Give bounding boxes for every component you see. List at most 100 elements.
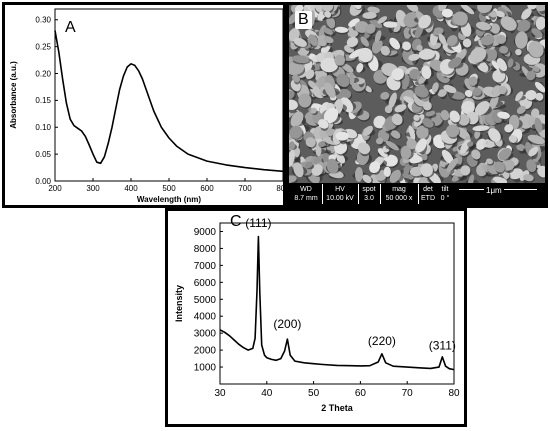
y-tick-label: 0.05 <box>35 150 51 159</box>
panel-c: 30 40 50 60 70 80 1000 2000 3000 4000 5000 6000 7000… <box>165 208 467 427</box>
sem-grain <box>336 73 350 88</box>
sem-grain <box>406 5 419 12</box>
sem-grain <box>528 146 539 157</box>
sem-grain <box>416 125 429 140</box>
sem-grain <box>441 149 454 165</box>
uv-vis-chart: 200 300 400 500 600 700 800 0.00 0.05 0.10 0.15 0.2… <box>9 8 290 204</box>
sem-grain <box>298 93 312 108</box>
sem-grain <box>391 113 403 126</box>
sem-grain <box>504 124 514 133</box>
sem-grain <box>304 161 313 169</box>
sem-grain <box>467 174 475 183</box>
x-tick-label: 70 <box>402 388 414 399</box>
y-tick-label: 6000 <box>194 278 217 289</box>
sem-grain <box>464 89 473 98</box>
sem-grain <box>289 99 298 110</box>
sem-grain <box>389 37 401 50</box>
sem-grain <box>500 16 517 31</box>
sem-grain <box>380 91 390 100</box>
sem-grain <box>305 137 316 148</box>
sem-grain <box>431 82 439 93</box>
plot-frame <box>54 8 284 182</box>
x-tick-label: 600 <box>200 184 214 193</box>
sem-grain <box>535 16 545 30</box>
sem-grain <box>472 87 482 96</box>
x-tick-label: 50 <box>308 388 320 399</box>
sem-grain <box>421 65 432 80</box>
y-tick-label: 3000 <box>194 329 217 340</box>
sem-grain <box>525 90 537 101</box>
sem-grain <box>413 114 420 121</box>
sem-grain <box>418 14 432 29</box>
sem-grain <box>318 119 329 129</box>
sem-grain <box>496 58 508 72</box>
panel-a-letter: A <box>65 19 76 36</box>
sem-grain <box>371 39 383 54</box>
sem-grain <box>443 84 457 94</box>
sem-grain <box>469 47 487 63</box>
sem-grain <box>535 92 544 101</box>
sem-grain <box>534 117 543 133</box>
y-tick-label: 0.10 <box>35 123 51 132</box>
sem-info-bar: WD 8.7 mm HV 10.00 kV spot 3.0 mag 50 00… <box>289 183 545 205</box>
sem-grain <box>488 128 501 142</box>
sem-micrograph <box>289 5 545 183</box>
sem-grain <box>385 140 399 151</box>
plot-frame <box>219 222 455 385</box>
sem-grain <box>354 166 363 182</box>
sem-grain <box>530 108 540 119</box>
sem-grain <box>374 30 382 43</box>
sem-mag: mag 50 000 x <box>385 186 413 202</box>
x-tick-label: 500 <box>162 184 176 193</box>
sem-grain <box>480 35 495 46</box>
sem-grain <box>356 63 364 73</box>
sem-grain <box>516 19 531 33</box>
sem-grain <box>341 63 354 73</box>
sem-grain <box>324 11 331 18</box>
sem-grain <box>293 37 307 47</box>
x-tick-label: 400 <box>124 184 138 193</box>
sem-grain <box>334 26 349 33</box>
sem-grain <box>446 124 460 138</box>
sem-grain <box>418 77 426 84</box>
sem-grain <box>461 100 475 115</box>
sem-grain <box>358 47 373 63</box>
sem-grain <box>293 162 304 178</box>
sem-grain <box>308 34 318 46</box>
sem-grain <box>376 137 384 145</box>
sem-grain <box>441 8 453 18</box>
sem-grain <box>495 10 505 18</box>
sem-grain <box>531 28 543 38</box>
sem-grain <box>318 140 327 147</box>
sem-grain <box>290 111 304 127</box>
sem-grain <box>348 18 360 28</box>
sem-grain <box>320 57 339 73</box>
sem-grain <box>515 48 522 56</box>
y-axis-label: Absorbance (a.u.) <box>9 61 18 129</box>
sem-grain <box>438 5 448 12</box>
sem-grain <box>472 125 490 132</box>
sem-grain <box>369 161 381 174</box>
sem-grain <box>391 68 404 81</box>
sem-grain <box>440 109 450 121</box>
sem-grain <box>294 5 304 13</box>
sem-grain <box>488 94 499 110</box>
sem-grain <box>425 110 436 117</box>
y-tick-label: 0.30 <box>35 16 51 25</box>
sem-grain <box>467 141 474 147</box>
sem-grain <box>460 165 471 176</box>
sem-grain <box>369 19 383 29</box>
sem-grain <box>354 5 362 10</box>
sem-grain <box>377 148 388 158</box>
sem-grain <box>527 134 545 145</box>
sem-grains <box>289 5 545 183</box>
sem-grain <box>516 143 526 152</box>
sem-grain <box>289 125 303 139</box>
sem-grain <box>360 36 369 47</box>
sem-grain <box>437 89 447 97</box>
sem-grain <box>415 138 427 153</box>
sem-grain <box>289 175 297 183</box>
scale-bar-label: 1μm <box>484 186 504 195</box>
y-tick-label: 0.20 <box>35 69 51 78</box>
sem-spot: spot 3.0 <box>362 186 376 202</box>
